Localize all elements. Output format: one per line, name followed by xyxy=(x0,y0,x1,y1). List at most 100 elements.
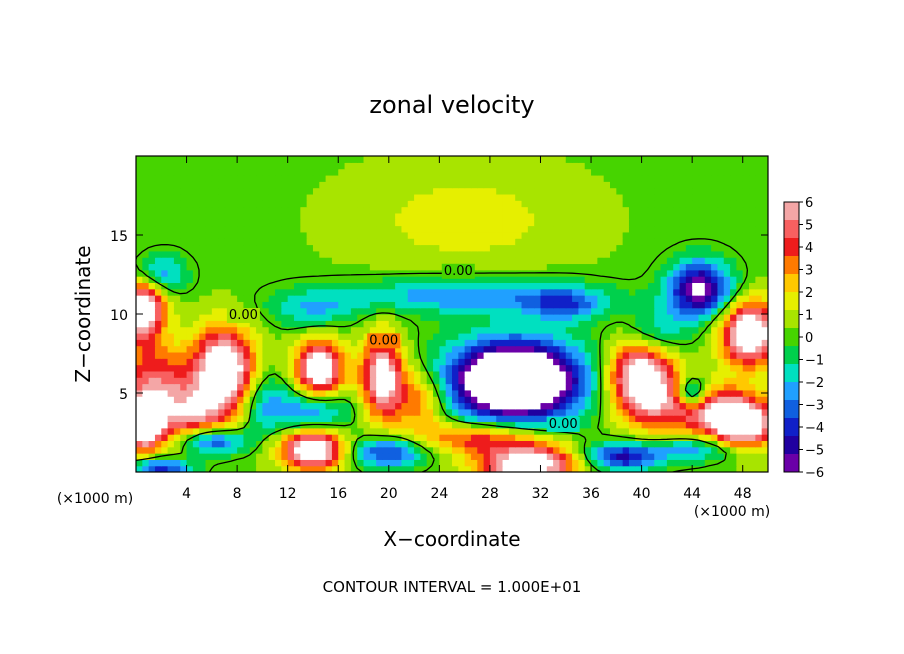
heatmap-cell xyxy=(262,440,270,448)
heatmap-cell xyxy=(679,295,687,302)
heatmap-cell xyxy=(300,174,308,182)
heatmap-cell xyxy=(755,415,763,423)
heatmap-cell xyxy=(426,206,434,214)
heatmap-cell xyxy=(521,446,529,454)
heatmap-cell xyxy=(730,459,737,467)
heatmap-cell xyxy=(224,301,232,309)
heatmap-cell xyxy=(325,206,333,214)
heatmap-cell xyxy=(199,453,207,460)
heatmap-cell xyxy=(414,193,421,201)
heatmap-cell xyxy=(679,225,687,233)
heatmap-cell xyxy=(610,421,617,429)
heatmap-cell xyxy=(685,459,693,467)
heatmap-cell xyxy=(136,307,143,315)
heatmap-cell xyxy=(761,307,768,315)
heatmap-cell xyxy=(249,295,257,302)
heatmap-cell xyxy=(388,377,396,385)
heatmap-cell xyxy=(527,181,535,189)
heatmap-cell xyxy=(502,212,510,220)
heatmap-cell xyxy=(628,370,636,378)
heatmap-cell xyxy=(489,332,497,340)
heatmap-cell xyxy=(673,238,681,246)
heatmap-cell xyxy=(199,446,207,454)
heatmap-cell xyxy=(647,162,655,170)
heatmap-cell xyxy=(578,307,586,315)
heatmap-cell xyxy=(578,301,586,309)
heatmap-cell xyxy=(515,389,523,397)
heatmap-cell xyxy=(154,377,162,385)
heatmap-cell xyxy=(591,389,598,397)
heatmap-cell xyxy=(654,282,662,290)
heatmap-cell xyxy=(256,181,263,189)
heatmap-cell xyxy=(173,181,181,189)
heatmap-cell xyxy=(496,219,504,227)
heatmap-cell xyxy=(711,257,719,265)
heatmap-cell xyxy=(180,326,188,334)
heatmap-cell xyxy=(331,187,339,195)
heatmap-cell xyxy=(338,206,346,214)
heatmap-cell xyxy=(464,421,472,429)
heatmap-cell xyxy=(641,440,649,448)
heatmap-cell xyxy=(502,377,510,385)
heatmap-cell xyxy=(401,421,409,429)
heatmap-cell xyxy=(224,408,232,416)
heatmap-cell xyxy=(704,421,712,429)
heatmap-cell xyxy=(679,187,687,195)
heatmap-cell xyxy=(692,345,700,353)
heatmap-cell xyxy=(376,453,384,460)
heatmap-cell xyxy=(363,421,371,429)
heatmap-cell xyxy=(534,181,542,189)
heatmap-cell xyxy=(527,219,535,227)
heatmap-cell xyxy=(502,459,510,467)
heatmap-cell xyxy=(660,307,668,315)
heatmap-cell xyxy=(559,364,567,372)
heatmap-cell xyxy=(426,427,434,435)
heatmap-cell xyxy=(761,250,768,258)
heatmap-cell xyxy=(243,383,251,391)
heatmap-cell xyxy=(192,421,200,429)
heatmap-cell xyxy=(357,465,365,472)
heatmap-cell xyxy=(565,168,573,176)
heatmap-cell xyxy=(553,187,561,195)
heatmap-cell xyxy=(521,162,529,170)
heatmap-cell xyxy=(407,446,415,454)
heatmap-cell xyxy=(527,225,535,233)
heatmap-cell xyxy=(527,168,535,176)
heatmap-cell xyxy=(256,389,263,397)
heatmap-cell xyxy=(300,446,308,454)
heatmap-cell xyxy=(230,263,238,271)
heatmap-cell xyxy=(508,459,516,467)
heatmap-cell xyxy=(458,434,466,441)
heatmap-cell xyxy=(186,389,194,397)
heatmap-cell xyxy=(749,295,756,302)
heatmap-cell xyxy=(666,421,674,429)
heatmap-cell xyxy=(243,440,251,448)
heatmap-cell xyxy=(256,345,263,353)
heatmap-cell xyxy=(508,377,516,385)
heatmap-cell xyxy=(433,465,440,472)
heatmap-cell xyxy=(249,181,257,189)
heatmap-cell xyxy=(407,427,415,435)
heatmap-cell xyxy=(319,415,327,423)
heatmap-cell xyxy=(312,276,320,283)
heatmap-cell xyxy=(142,421,150,429)
heatmap-cell xyxy=(300,339,308,347)
heatmap-cell xyxy=(603,231,611,239)
heatmap-cell xyxy=(350,156,358,163)
heatmap-cell xyxy=(502,276,510,283)
heatmap-cell xyxy=(540,326,548,334)
heatmap-cell xyxy=(559,326,567,334)
heatmap-cell xyxy=(180,377,188,385)
heatmap-cell xyxy=(603,257,611,265)
heatmap-cell xyxy=(148,200,156,208)
heatmap-cell xyxy=(496,358,504,366)
heatmap-cell xyxy=(603,269,611,277)
heatmap-cell xyxy=(180,339,188,347)
heatmap-cell xyxy=(679,427,687,435)
heatmap-cell xyxy=(420,465,428,472)
heatmap-cell xyxy=(654,465,662,472)
heatmap-cell xyxy=(344,181,352,189)
heatmap-cell xyxy=(641,212,649,220)
heatmap-cell xyxy=(287,212,295,220)
heatmap-cell xyxy=(344,459,352,467)
